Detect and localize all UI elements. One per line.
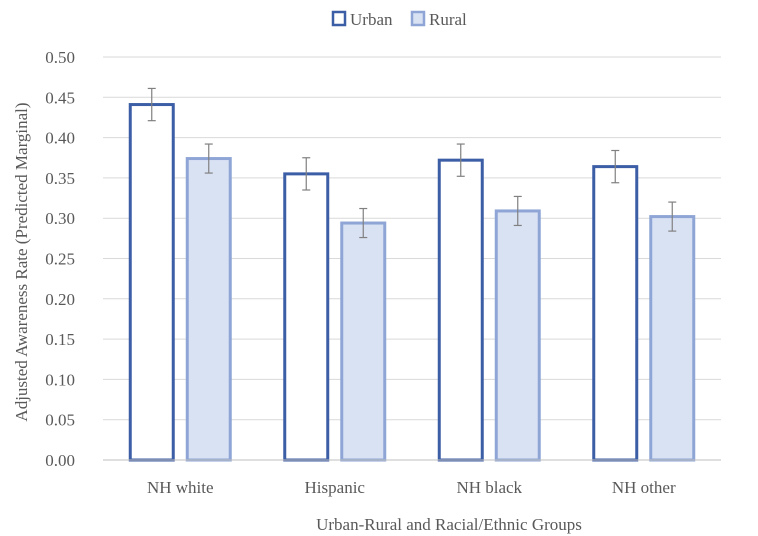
x-tick-label: NH white	[147, 478, 214, 497]
bar-urban-1	[283, 172, 330, 462]
x-tick-label: Hispanic	[305, 478, 366, 497]
y-tick-label: 0.35	[45, 169, 75, 188]
legend-swatch	[331, 10, 347, 27]
legend-label: Urban	[350, 10, 393, 29]
y-tick-label: 0.25	[45, 250, 75, 269]
legend: Urban Rural	[331, 10, 467, 29]
error-bar	[359, 207, 368, 239]
error-bar	[513, 195, 522, 227]
bar-rural-2	[494, 209, 541, 462]
x-tick-label: NH black	[456, 478, 522, 497]
error-bar	[668, 201, 677, 232]
y-tick-label: 0.15	[45, 330, 75, 349]
y-tick-label: 0.00	[45, 451, 75, 470]
bars	[128, 103, 696, 462]
bar-urban-0	[128, 103, 175, 462]
y-tick-label: 0.45	[45, 88, 75, 107]
y-tick-label: 0.30	[45, 209, 75, 228]
error-bar	[204, 143, 213, 174]
error-bars	[147, 87, 677, 239]
bar-urban-3	[592, 165, 639, 462]
error-bar	[302, 157, 311, 191]
error-bar	[147, 87, 156, 122]
error-bar	[456, 143, 465, 177]
error-bar	[611, 149, 620, 184]
bar-urban-2	[437, 158, 484, 462]
x-axis-title: Urban-Rural and Racial/Ethnic Groups	[316, 515, 582, 534]
x-axis-ticks: NH white Hispanic NH black NH other	[147, 478, 676, 497]
x-tick-label: NH other	[612, 478, 676, 497]
y-tick-label: 0.05	[45, 411, 75, 430]
y-tick-label: 0.20	[45, 290, 75, 309]
y-tick-label: 0.40	[45, 129, 75, 148]
legend-label: Rural	[429, 10, 467, 29]
legend-swatch	[410, 10, 426, 27]
bar-rural-3	[649, 215, 696, 462]
y-tick-label: 0.50	[45, 48, 75, 67]
y-tick-label: 0.10	[45, 370, 75, 389]
bar-rural-0	[185, 157, 232, 462]
y-axis-ticks: 0.00 0.05 0.10 0.15 0.20 0.25 0.30 0.35 0.40 0.45…	[45, 48, 75, 470]
bar-rural-1	[340, 221, 387, 462]
y-axis-title: Adjusted Awareness Rate (Predicted Margi…	[12, 102, 31, 421]
legend-item-rural: Rural	[410, 10, 467, 29]
legend-item-urban: Urban	[331, 10, 393, 29]
